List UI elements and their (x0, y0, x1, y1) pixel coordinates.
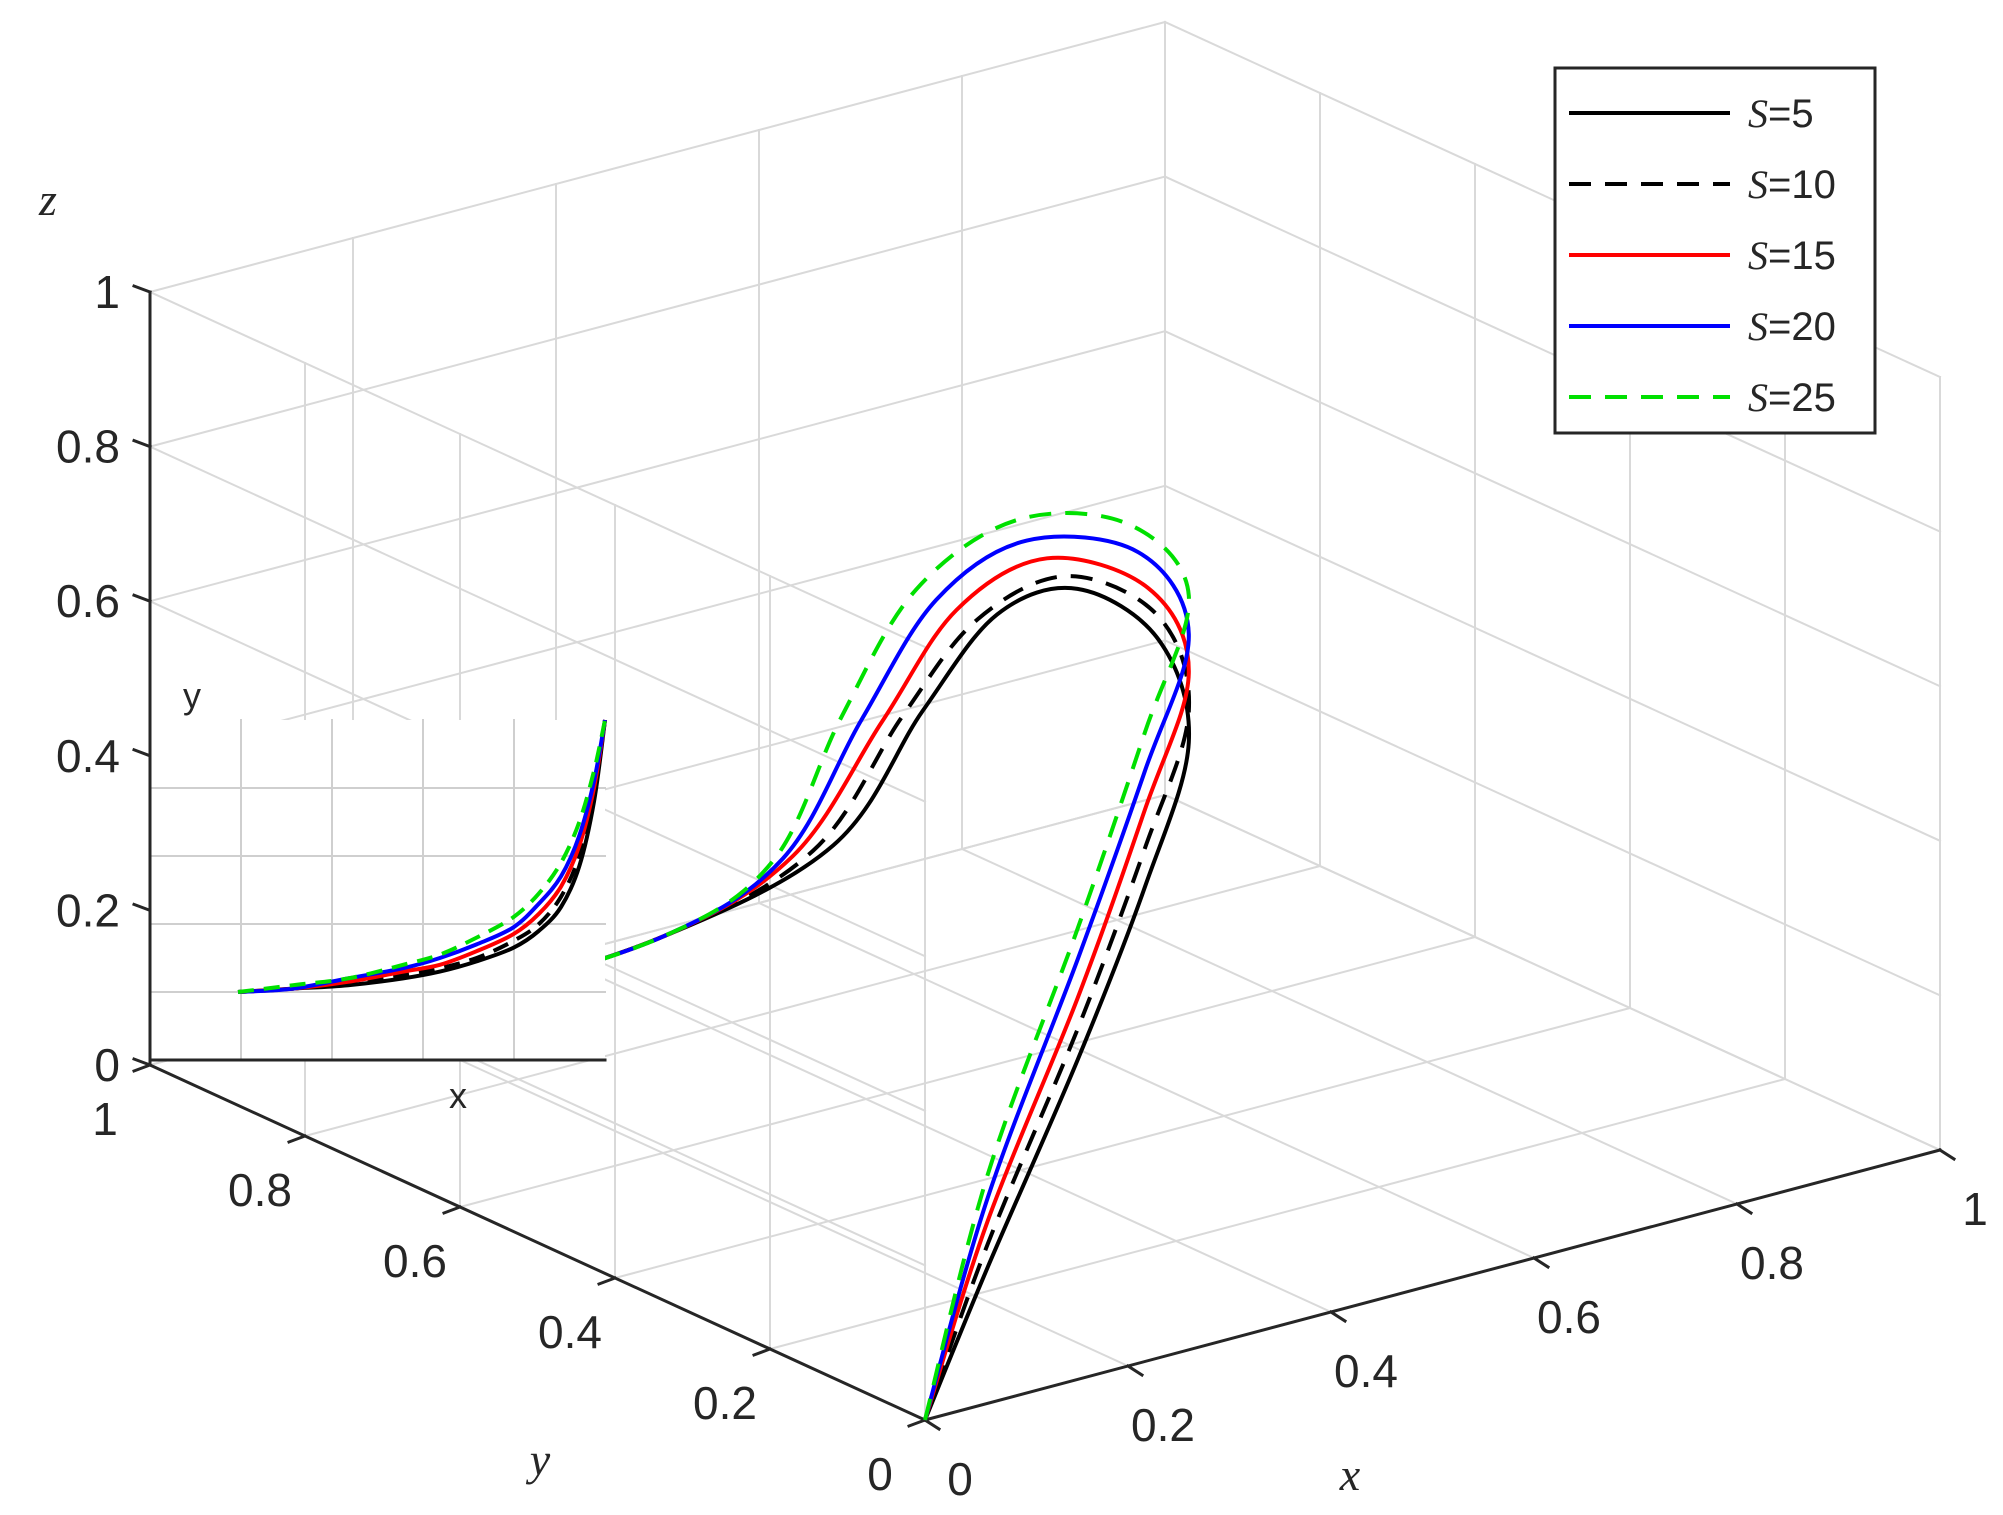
axis-labels: x y z (38, 174, 1361, 1500)
y-tick (287, 1134, 307, 1144)
x-tick-label: 1 (1962, 1183, 1988, 1235)
inset-background (150, 720, 605, 1060)
x-tick (1328, 1309, 1348, 1324)
grid-line (757, 901, 1536, 1260)
grid-line (554, 955, 1333, 1314)
y-tick-label: 0.6 (383, 1235, 447, 1287)
y-tick (132, 1063, 152, 1073)
x-axis-label: x (1339, 1449, 1361, 1500)
tick-marks (132, 284, 1957, 1432)
x-tick-label: 0.6 (1537, 1291, 1601, 1343)
legend-value: =15 (1768, 234, 1836, 278)
y-tick-label: 0.8 (228, 1164, 292, 1216)
grid-line (148, 484, 1167, 758)
grid-line (351, 1009, 1130, 1368)
y-tick (752, 1347, 772, 1357)
legend-symbol: S (1748, 233, 1768, 278)
y-axis-line (148, 1063, 927, 1422)
y-tick-label: 0 (867, 1448, 893, 1500)
legend-label: S=5 (1748, 91, 1814, 136)
x-tick-label: 0.2 (1131, 1399, 1195, 1451)
grid-line (148, 329, 1167, 603)
legend-symbol: S (1748, 162, 1768, 207)
z-tick-label: 0.8 (56, 421, 120, 473)
inset-panel: xy (148, 675, 607, 1116)
grid-line (1163, 793, 1942, 1152)
inset-y-label: y (183, 675, 201, 716)
grid-line (1163, 329, 1942, 688)
grid-line (960, 847, 1739, 1206)
legend-symbol: S (1748, 375, 1768, 420)
legend-symbol: S (1748, 304, 1768, 349)
x-tick-label: 0.4 (1334, 1345, 1398, 1397)
legend-value: =20 (1768, 305, 1836, 349)
series-line-s25 (340, 511, 1191, 1421)
y-tick-label: 1 (92, 1093, 118, 1145)
legend-value: =25 (1768, 376, 1836, 420)
x-tick-label: 0 (947, 1453, 973, 1505)
grid-line (1163, 175, 1942, 533)
legend-label: S=20 (1748, 304, 1836, 349)
legend-label: S=25 (1748, 375, 1836, 420)
x-axis-line (923, 1148, 1942, 1422)
z-tick-label: 0.2 (56, 884, 120, 936)
series-lines (340, 511, 1192, 1421)
legend-value: =5 (1768, 92, 1814, 136)
grid-line (768, 1077, 1787, 1351)
z-tick (132, 438, 152, 449)
grid-line (1163, 484, 1942, 843)
z-tick-label: 0.6 (56, 575, 120, 627)
x-tick-label: 0.8 (1740, 1237, 1804, 1289)
inset-series-s15 (237, 719, 607, 994)
z-tick (132, 747, 152, 758)
legend-label: S=15 (1748, 233, 1836, 278)
z-axis-label: z (38, 174, 57, 225)
grid-line (613, 1006, 1632, 1280)
z-tick (132, 1057, 152, 1067)
z-tick (132, 902, 152, 913)
inset-series-s25 (237, 719, 607, 994)
z-tick (132, 593, 152, 604)
legend-box (1553, 66, 1877, 435)
grid-line (148, 20, 1167, 294)
y-axis-label: y (526, 1434, 551, 1485)
y-tick (597, 1276, 617, 1286)
tick-labels: 00.20.40.60.8100.20.40.60.8100.20.40.60.… (56, 266, 1988, 1505)
series-line-s20 (340, 534, 1191, 1421)
x-tick (922, 1417, 942, 1432)
grid-line (458, 935, 1477, 1209)
y-tick-label: 0.4 (538, 1306, 602, 1358)
grid-line (148, 290, 927, 649)
legend-value: =10 (1768, 163, 1836, 207)
x-tick (1125, 1363, 1145, 1378)
legend-symbol: S (1748, 91, 1768, 136)
y-tick-label: 0.2 (693, 1377, 757, 1429)
z-tick-label: 1 (94, 266, 120, 318)
z-tick-label: 0.4 (56, 730, 120, 782)
x-tick (1734, 1201, 1754, 1216)
y-tick (442, 1205, 462, 1215)
grid-line (303, 864, 1322, 1138)
legend-label: S=10 (1748, 162, 1836, 207)
z-tick (132, 284, 152, 294)
x-tick (1937, 1147, 1957, 1162)
inset-series-s5 (237, 719, 607, 994)
y-tick (907, 1418, 927, 1428)
legend: S=5S=10S=15S=20S=25 (1553, 66, 1877, 435)
z-tick-label: 0 (94, 1039, 120, 1091)
inset-x-label: x (449, 1075, 467, 1116)
grid-line (1163, 639, 1942, 997)
x-tick (1531, 1255, 1551, 1270)
grid-line (148, 175, 1167, 448)
grid-line (148, 445, 927, 803)
